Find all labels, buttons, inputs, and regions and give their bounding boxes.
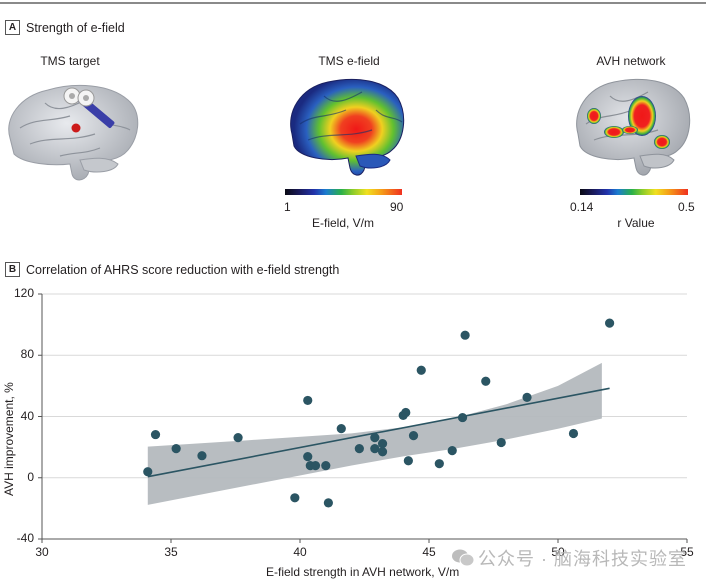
- data-point: [460, 330, 470, 340]
- x-tick-label: 40: [293, 545, 307, 559]
- panel-a-letter: A: [5, 20, 20, 35]
- r-value-colorbar-min: 0.14: [570, 200, 594, 214]
- data-point: [481, 376, 491, 386]
- efield-colorbar-min: 1: [284, 200, 291, 214]
- data-point: [321, 461, 331, 471]
- data-point: [447, 446, 457, 456]
- watermark: 公众号 · 脑海科技实验室: [452, 545, 687, 571]
- tms-target-brain-image: [8, 84, 139, 181]
- data-point: [303, 452, 313, 462]
- data-point: [150, 429, 161, 440]
- data-point: [605, 318, 615, 328]
- data-point: [197, 451, 207, 461]
- avh-network-title: AVH network: [596, 54, 666, 68]
- data-point: [496, 437, 506, 448]
- panel-b-title: Correlation of AHRS score reduction with…: [26, 262, 340, 277]
- avh-network-brain-image: [576, 78, 691, 176]
- r-value-colorbar-max: 0.5: [678, 200, 695, 214]
- data-point: [377, 439, 388, 449]
- data-point: [370, 433, 380, 443]
- data-point: [370, 444, 380, 454]
- data-point: [403, 456, 413, 466]
- data-point: [354, 444, 364, 454]
- x-tick-label: 45: [422, 545, 436, 559]
- y-tick-label: 0: [27, 469, 34, 484]
- y-tick-label: -40: [16, 531, 34, 545]
- data-point: [568, 428, 579, 439]
- data-point: [143, 467, 153, 477]
- data-point: [408, 431, 419, 441]
- y-tick-label: 40: [20, 408, 34, 423]
- x-tick-label: 35: [164, 545, 178, 559]
- x-tick-label: 30: [35, 545, 49, 559]
- tms-efield-title: TMS e-field: [318, 54, 380, 68]
- x-tick-label: 55: [680, 545, 694, 559]
- efield-colorbar-max: 90: [390, 200, 404, 214]
- x-axis-label: E-field strength in AVH network, V/m: [266, 565, 460, 579]
- panel-b-header: B Correlation of AHRS score reduction wi…: [5, 262, 339, 277]
- panel-a-header: A Strength of e-field: [5, 20, 125, 35]
- data-point: [171, 444, 181, 454]
- data-point: [457, 412, 468, 423]
- y-tick-label: 80: [20, 347, 34, 362]
- top-rule: [0, 2, 706, 4]
- data-point: [401, 407, 411, 418]
- tms-efield-brain-image: [290, 78, 405, 176]
- efield-colorbar: [285, 189, 402, 195]
- regression-line: [147, 387, 610, 478]
- data-point: [290, 493, 300, 503]
- efield-colorbar-title: E-field, V/m: [311, 216, 374, 230]
- data-point: [310, 461, 321, 471]
- r-value-colorbar-title: r Value: [617, 216, 655, 230]
- wechat-icon: [452, 549, 475, 567]
- data-point: [233, 433, 243, 443]
- y-tick-label: 120: [13, 286, 34, 300]
- panel-b-letter: B: [5, 262, 20, 277]
- data-point: [522, 392, 532, 402]
- data-point: [434, 459, 444, 469]
- data-point: [377, 447, 388, 457]
- panel-a-title: Strength of e-field: [26, 20, 125, 35]
- data-point: [303, 395, 313, 406]
- r-value-colorbar: [580, 189, 688, 195]
- watermark-text: 公众号 · 脑海科技实验室: [478, 549, 688, 569]
- data-point: [323, 498, 333, 508]
- data-point: [416, 365, 426, 375]
- tms-target-title: TMS target: [40, 54, 100, 68]
- data-point: [336, 423, 346, 434]
- x-tick-label: 50: [551, 545, 565, 559]
